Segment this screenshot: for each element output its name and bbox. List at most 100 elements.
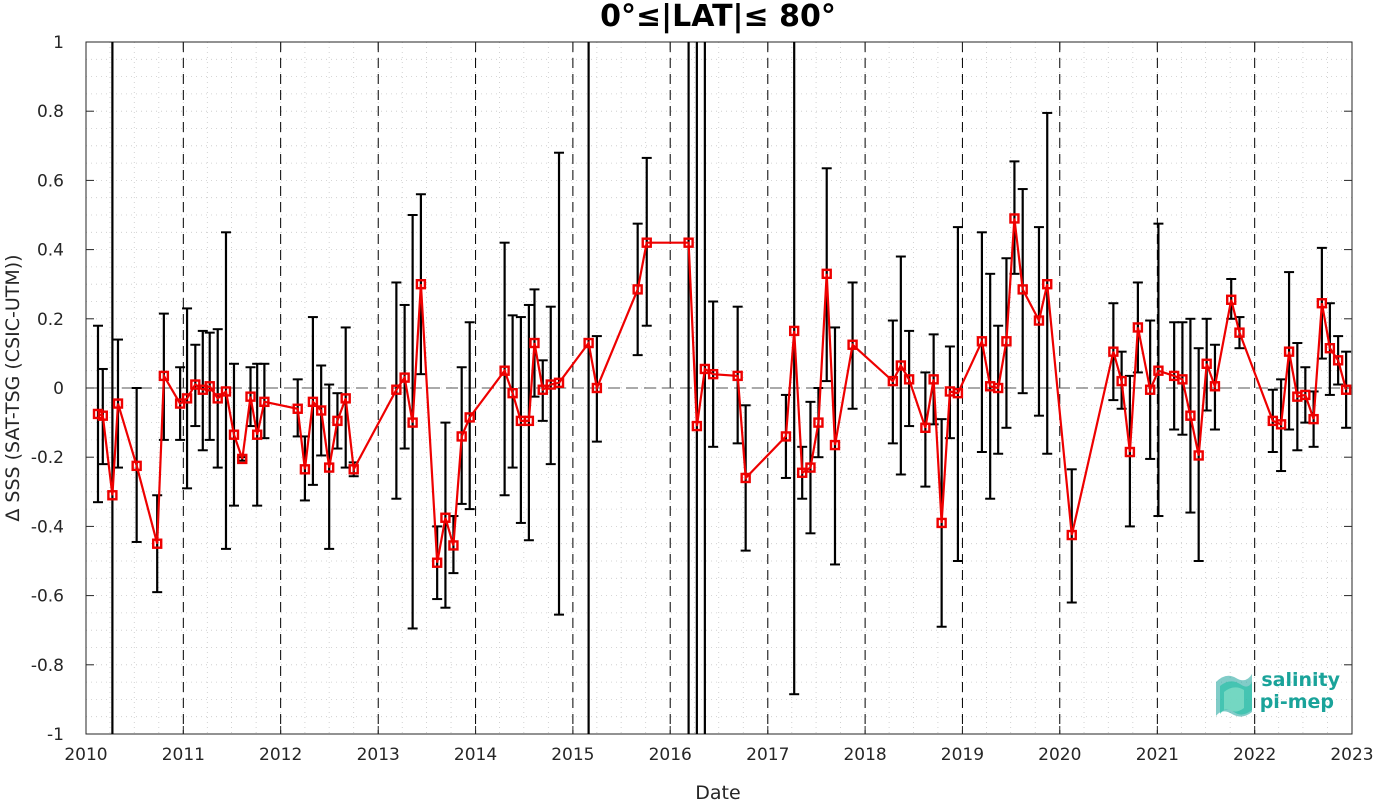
data-point-marker: [1017, 284, 1028, 295]
y-axis-ticks: -1 -0.8 -0.6 -0.4 -0.2 0 0.2 0.4 0.6 0.8 1: [31, 33, 1352, 745]
y-tick-label: -0.2: [31, 448, 64, 468]
data-point-marker: [131, 460, 142, 472]
data-point-marker: [456, 431, 467, 442]
series-line: [97, 218, 1348, 563]
data-point-marker: [920, 422, 931, 433]
y-tick-label: -0.4: [31, 517, 64, 537]
data-point-marker: [1153, 365, 1164, 376]
data-point-marker: [1275, 419, 1287, 430]
data-point-marker: [391, 384, 402, 395]
data-point-marker: [97, 410, 108, 421]
data-point-marker: [1177, 374, 1188, 385]
data-point-marker: [707, 368, 719, 380]
data-point-marker: [399, 372, 410, 383]
data-point-marker: [936, 517, 947, 529]
data-point-marker: [805, 462, 816, 473]
data-point-marker: [440, 512, 451, 523]
data-point-marker: [151, 538, 163, 549]
data-point-marker: [1144, 384, 1156, 395]
data-point-marker: [632, 284, 643, 295]
data-point-marker: [259, 396, 270, 408]
y-tick-label: 0.4: [37, 241, 64, 261]
x-tick-label: 2017: [746, 745, 789, 765]
data-point-marker: [1066, 529, 1077, 541]
logo-text-line1: salinity: [1261, 669, 1340, 691]
data-point-marker: [1116, 375, 1127, 387]
data-point-marker: [237, 453, 248, 465]
data-point-marker: [107, 490, 118, 501]
x-tick-label: 2015: [551, 745, 594, 765]
data-point-marker: [887, 375, 899, 387]
data-point-marker: [591, 382, 603, 394]
data-point-marker: [529, 337, 540, 349]
data-point-marker: [448, 540, 459, 551]
data-point-marker: [683, 237, 694, 248]
x-axis-ticks: 2010 2011 2012 2013 2014 2015 2016 2017 2018 2019…: [64, 42, 1374, 765]
data-point-marker: [245, 391, 256, 402]
markers: [92, 213, 1352, 568]
data-point-marker: [821, 268, 832, 280]
data-point-marker: [1193, 450, 1204, 461]
data-point-marker: [895, 360, 907, 371]
x-tick-label: 2022: [1233, 745, 1276, 765]
wave-icon: [1216, 674, 1252, 717]
data-point-marker: [181, 393, 193, 404]
data-point-marker: [507, 387, 518, 399]
data-point-marker: [1033, 315, 1045, 326]
data-point-marker: [847, 339, 858, 350]
x-tick-label: 2019: [941, 745, 984, 765]
data-point-marker: [1009, 213, 1020, 224]
data-point-marker: [299, 464, 311, 475]
data-point-marker: [1226, 294, 1237, 305]
x-tick-label: 2020: [1038, 745, 1081, 765]
x-axis-label: Date: [695, 782, 740, 801]
data-point-marker: [1234, 327, 1245, 338]
series-line-group: [97, 218, 1348, 563]
x-tick-label: 2013: [357, 745, 400, 765]
data-point-marker: [1108, 346, 1119, 357]
data-point-marker: [323, 462, 335, 473]
data-point-marker: [928, 374, 939, 385]
data-point-marker: [1308, 413, 1319, 425]
data-point-marker: [1132, 322, 1144, 333]
y-tick-label: 0.8: [37, 102, 64, 122]
chart-title: 0°≤|LAT|≤ 80°: [600, 0, 836, 34]
data-point-marker: [228, 429, 240, 440]
x-tick-label: 2018: [843, 745, 886, 765]
data-point-marker: [1209, 381, 1221, 392]
data-point-marker: [1283, 346, 1295, 357]
plot-area: [92, 42, 1352, 734]
x-tick-label: 2010: [64, 745, 107, 765]
y-tick-label: 1: [53, 33, 64, 53]
data-point-marker: [903, 374, 915, 385]
y-axis-label: Δ SSS (SAT-TSG (CSIC-UTM)): [2, 254, 24, 521]
data-point-marker: [1332, 355, 1344, 366]
y-tick-label: 0: [53, 379, 64, 399]
y-tick-label: 0.2: [37, 310, 64, 330]
data-point-marker: [220, 386, 232, 397]
data-point-marker: [212, 393, 223, 404]
y-tick-label: -0.6: [31, 587, 64, 607]
data-point-marker: [732, 370, 743, 382]
data-point-marker: [641, 237, 652, 248]
data-point-marker: [780, 431, 792, 442]
y-tick-label: -1: [47, 725, 64, 745]
data-point-marker: [1185, 410, 1196, 421]
data-point-marker: [292, 403, 303, 414]
data-point-marker: [415, 279, 427, 290]
x-tick-label: 2014: [454, 745, 497, 765]
x-tick-label: 2011: [162, 745, 205, 765]
data-point-marker: [1316, 298, 1328, 309]
data-point-marker: [952, 387, 964, 399]
x-tick-label: 2021: [1136, 745, 1179, 765]
data-point-marker: [340, 393, 351, 404]
data-point-marker: [1042, 279, 1053, 290]
data-point-marker: [992, 382, 1004, 394]
x-tick-label: 2023: [1330, 745, 1373, 765]
data-point-marker: [158, 370, 170, 382]
data-point-marker: [553, 377, 565, 389]
data-point-marker: [1300, 389, 1311, 401]
x-tick-label: 2012: [259, 745, 302, 765]
data-point-marker: [523, 415, 535, 427]
